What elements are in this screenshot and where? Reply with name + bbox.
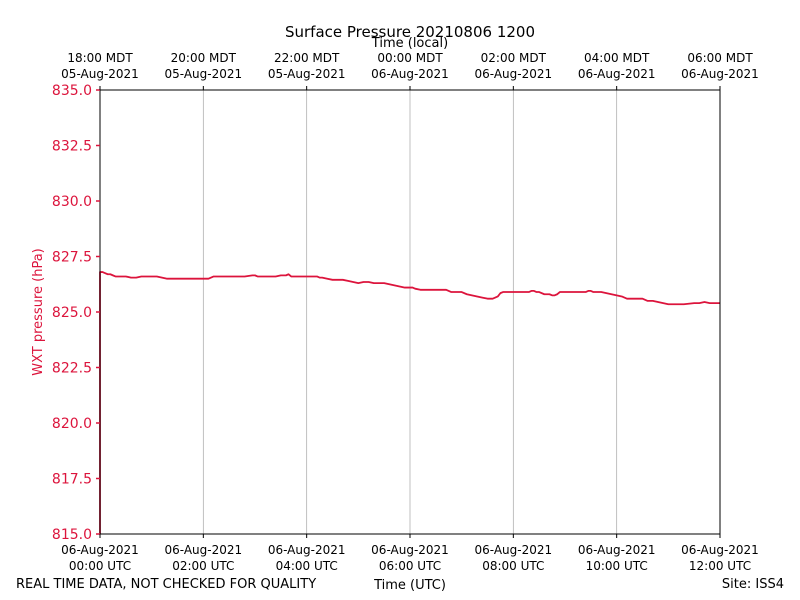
x2-tick-label-line: 05-Aug-2021 bbox=[165, 67, 243, 81]
x2-tick-label-line: 20:00 MDT bbox=[171, 51, 237, 65]
y-tick-label: 817.5 bbox=[52, 472, 92, 488]
x-tick-label-line: 10:00 UTC bbox=[586, 559, 648, 573]
x2-tick-label: 22:00 MDT 05-Aug-2021 bbox=[268, 51, 346, 81]
x-tick-label: 06-Aug-2021 10:00 UTC bbox=[578, 543, 656, 573]
x-axis-label: Time (UTC) bbox=[373, 578, 446, 593]
x-tick-label-line: 08:00 UTC bbox=[482, 559, 544, 573]
x-axis-top: 18:00 MDT 05-Aug-2021 20:00 MDT 05-Aug-2021… bbox=[61, 51, 759, 90]
y-tick-label: 825.0 bbox=[52, 305, 92, 321]
x2-tick-label-line: 00:00 MDT bbox=[377, 51, 443, 65]
y-axis: 815.0 817.5 820.0 822.5 825.0 827.5 830.0 832.5… bbox=[52, 83, 100, 543]
x2-tick-label-line: 04:00 MDT bbox=[584, 51, 650, 65]
x-tick-label: 06-Aug-2021 06:00 UTC bbox=[371, 543, 449, 573]
x-tick-label-line: 04:00 UTC bbox=[276, 559, 338, 573]
x2-tick-label: 00:00 MDT 06-Aug-2021 bbox=[371, 51, 449, 81]
x2-tick-label-line: 06-Aug-2021 bbox=[681, 67, 759, 81]
x-tick-label-line: 12:00 UTC bbox=[689, 559, 751, 573]
y-tick-label: 827.5 bbox=[52, 250, 92, 266]
x2-tick-label-line: 06-Aug-2021 bbox=[371, 67, 449, 81]
y-tick-label: 815.0 bbox=[52, 527, 92, 543]
x-tick-label-line: 06:00 UTC bbox=[379, 559, 441, 573]
x2-tick-label-line: 02:00 MDT bbox=[481, 51, 547, 65]
site-label: Site: ISS4 bbox=[722, 577, 784, 592]
x-tick-label: 06-Aug-2021 08:00 UTC bbox=[475, 543, 553, 573]
quality-disclaimer: REAL TIME DATA, NOT CHECKED FOR QUALITY bbox=[16, 577, 316, 592]
x-tick-label-line: 06-Aug-2021 bbox=[165, 543, 243, 557]
x2-tick-label: 20:00 MDT 05-Aug-2021 bbox=[165, 51, 243, 81]
x2-tick-label-line: 22:00 MDT bbox=[274, 51, 340, 65]
x2-tick-label-line: 05-Aug-2021 bbox=[268, 67, 346, 81]
x2-tick-label-line: 06-Aug-2021 bbox=[475, 67, 553, 81]
x2-tick-label: 04:00 MDT 06-Aug-2021 bbox=[578, 51, 656, 81]
x2-tick-label-line: 06-Aug-2021 bbox=[578, 67, 656, 81]
y-axis-label: WXT pressure (hPa) bbox=[31, 248, 46, 376]
x-tick-label-line: 02:00 UTC bbox=[172, 559, 234, 573]
x-tick-label-line: 06-Aug-2021 bbox=[578, 543, 656, 557]
x2-tick-label: 18:00 MDT 05-Aug-2021 bbox=[61, 51, 139, 81]
x2-tick-label-line: 18:00 MDT bbox=[67, 51, 133, 65]
y-tick-label: 832.5 bbox=[52, 139, 92, 155]
series-layer bbox=[99, 271, 720, 534]
x-tick-label-line: 06-Aug-2021 bbox=[475, 543, 553, 557]
x-tick-label-line: 00:00 UTC bbox=[69, 559, 131, 573]
y-tick-label: 835.0 bbox=[52, 83, 92, 99]
x2-tick-label-line: 06:00 MDT bbox=[687, 51, 753, 65]
x-tick-label: 06-Aug-2021 04:00 UTC bbox=[268, 543, 346, 573]
x2-axis-label: Time (local) bbox=[371, 36, 448, 51]
series-line bbox=[99, 271, 720, 534]
gridlines bbox=[202, 90, 618, 534]
x-tick-label: 06-Aug-2021 02:00 UTC bbox=[165, 543, 243, 573]
x2-tick-label-line: 05-Aug-2021 bbox=[61, 67, 139, 81]
y-tick-label: 820.0 bbox=[52, 416, 92, 432]
x-tick-label-line: 06-Aug-2021 bbox=[681, 543, 759, 557]
x-tick-label-line: 06-Aug-2021 bbox=[268, 543, 346, 557]
x-tick-label: 06-Aug-2021 12:00 UTC bbox=[681, 543, 759, 573]
chart-title: Surface Pressure 20210806 1200 bbox=[285, 23, 535, 41]
y-tick-label: 822.5 bbox=[52, 361, 92, 377]
x-tick-label: 06-Aug-2021 00:00 UTC bbox=[61, 543, 139, 573]
x-axis-bottom: 06-Aug-2021 00:00 UTC 06-Aug-2021 02:00 UTC… bbox=[61, 534, 759, 573]
y-tick-label: 830.0 bbox=[52, 194, 92, 210]
x2-tick-label: 02:00 MDT 06-Aug-2021 bbox=[475, 51, 553, 81]
x2-tick-label: 06:00 MDT 06-Aug-2021 bbox=[681, 51, 759, 81]
x-tick-label-line: 06-Aug-2021 bbox=[371, 543, 449, 557]
x-tick-label-line: 06-Aug-2021 bbox=[61, 543, 139, 557]
